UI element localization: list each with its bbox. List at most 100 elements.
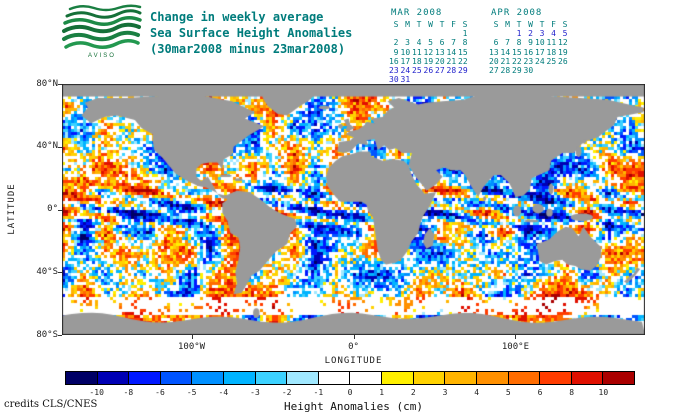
colorbar-tick-label: -4 xyxy=(218,388,229,397)
colorbar-segment xyxy=(475,372,508,384)
colorbar-segment xyxy=(96,372,129,384)
calendar-day xyxy=(424,29,436,38)
colorbar-tick-label: -3 xyxy=(250,388,260,397)
lon-tick xyxy=(353,335,355,339)
colorbar-segment xyxy=(570,372,603,384)
colorbar-segment xyxy=(191,372,224,384)
colorbar-tick-label: 2 xyxy=(410,388,416,397)
calendar-day-header: T xyxy=(439,20,445,29)
calendar-day: 18 xyxy=(412,56,422,66)
calendar-day: 24 xyxy=(400,65,411,75)
colorbar-tick-label: 8 xyxy=(569,388,575,397)
lon-tick-label: 0° xyxy=(348,342,359,352)
colorbar-segment xyxy=(507,372,540,384)
calendar-day: 20 xyxy=(489,56,499,66)
calendar-day: 3 xyxy=(405,38,410,48)
calendar-day-header: S xyxy=(562,20,568,29)
calendar-day: 8 xyxy=(516,38,522,48)
colorbar-tick-label: 3 xyxy=(442,388,448,397)
logo-text: AVISO xyxy=(88,53,116,59)
aviso-logo: AVISO xyxy=(58,4,146,70)
colorbar-segment xyxy=(349,372,382,384)
calendar-day: 25 xyxy=(546,56,557,66)
calendar-day: 15 xyxy=(512,47,522,57)
page-title: Change in weekly average Sea Surface Hei… xyxy=(150,9,352,57)
calendar-march: MAR 2008 S M T W T F S 1 2 3 4 5 6 7 8 9 10 11 12 13 14 15 16 1… xyxy=(389,8,470,84)
calendar-day: 27 xyxy=(489,65,499,75)
lat-axis-label: LATITUDE xyxy=(7,183,17,235)
lon-tick-label: 100°W xyxy=(178,342,206,352)
calendar-day xyxy=(389,29,401,38)
calendar-day: 14 xyxy=(446,47,457,57)
calendar-day-header: F xyxy=(451,20,456,29)
calendar-day: 9 xyxy=(528,38,533,48)
calendar-day: 7 xyxy=(451,38,456,48)
colorbar-tick-label: -8 xyxy=(123,388,134,397)
calendar-day: 11 xyxy=(546,38,557,48)
calendar-day xyxy=(501,29,513,38)
lon-tick-label: 100°E xyxy=(501,342,529,352)
calendar-day xyxy=(458,75,470,84)
calendar-day: 12 xyxy=(423,47,434,57)
calendar-day-header: T xyxy=(416,20,422,29)
calendar-day: 20 xyxy=(435,56,445,66)
calendar-day xyxy=(435,29,447,38)
calendar-day xyxy=(547,66,559,75)
calendar-day: 11 xyxy=(412,47,422,57)
lon-tick xyxy=(515,335,517,339)
calendar-day: 23 xyxy=(523,56,534,66)
lat-tick-label: 80°N xyxy=(36,78,58,89)
calendar-day xyxy=(535,66,547,75)
calendar-day: 13 xyxy=(489,47,499,57)
colorbar-labels: -10 -8 -6 -5 -4 -3 -2 -1 0 1 2 3 4 5 6 8 10 xyxy=(65,388,635,398)
calendar-day: 31 xyxy=(400,75,411,85)
calendar-day-header: S xyxy=(393,20,399,29)
calendar-day xyxy=(447,75,459,84)
colorbar-tick-label: 10 xyxy=(598,388,609,397)
colorbar-segment xyxy=(254,372,287,384)
calendar-day: 8 xyxy=(462,38,468,48)
calendar-day: 12 xyxy=(558,38,568,48)
calendar-day: 1 xyxy=(516,29,522,39)
colorbar-segment xyxy=(381,372,413,384)
calendar-grid: S M T W T F S 1 2 3 4 5 6 7 8 9 10 11 12 13 14 15 16 17 18 19 20 21… xyxy=(389,20,470,84)
colorbar-segment xyxy=(444,372,476,384)
calendar-day: 29 xyxy=(512,65,522,75)
calendar-day: 26 xyxy=(423,65,434,75)
calendar-day xyxy=(435,75,447,84)
calendar-day: 22 xyxy=(512,56,522,66)
colorbar-tick-label: 0 xyxy=(347,388,353,397)
calendar-day xyxy=(447,29,459,38)
calendar-day-header: T xyxy=(539,20,545,29)
calendar-title: MAR 2008 xyxy=(391,8,443,18)
calendar-day: 17 xyxy=(400,56,411,66)
calendar-day: 24 xyxy=(535,56,545,66)
calendar-day: 5 xyxy=(428,38,433,48)
calendar-day: 26 xyxy=(558,56,568,66)
colorbar-tick-label: 1 xyxy=(379,388,385,397)
map-plot xyxy=(62,84,645,335)
calendar-day: 25 xyxy=(412,65,422,75)
calendar-day: 3 xyxy=(539,29,545,39)
colorbar-segment xyxy=(159,372,192,384)
calendar-day xyxy=(401,29,413,38)
calendar-day: 27 xyxy=(435,65,445,75)
calendar-day xyxy=(558,66,570,75)
logo-waves-icon xyxy=(62,4,142,49)
title-line-2: Sea Surface Height Anomalies xyxy=(150,26,353,40)
calendar-day: 7 xyxy=(505,38,510,48)
calendar-day: 16 xyxy=(389,56,399,66)
calendar-day: 1 xyxy=(462,29,468,39)
calendar-day: 23 xyxy=(389,65,399,75)
calendar-day: 19 xyxy=(423,56,434,66)
colorbar-tick-label: -6 xyxy=(155,388,165,397)
calendar-title: APR 2008 xyxy=(491,8,543,18)
calendar-day: 2 xyxy=(528,29,533,39)
calendar-day-header: S xyxy=(462,20,468,29)
calendar-day: 19 xyxy=(558,47,568,57)
calendar-day: 13 xyxy=(435,47,445,57)
colorbar-tick-label: 5 xyxy=(505,388,511,397)
colorbar-segment xyxy=(317,372,350,384)
lat-tick-label: 80°S xyxy=(36,329,58,340)
calendar-day: 10 xyxy=(400,47,411,57)
